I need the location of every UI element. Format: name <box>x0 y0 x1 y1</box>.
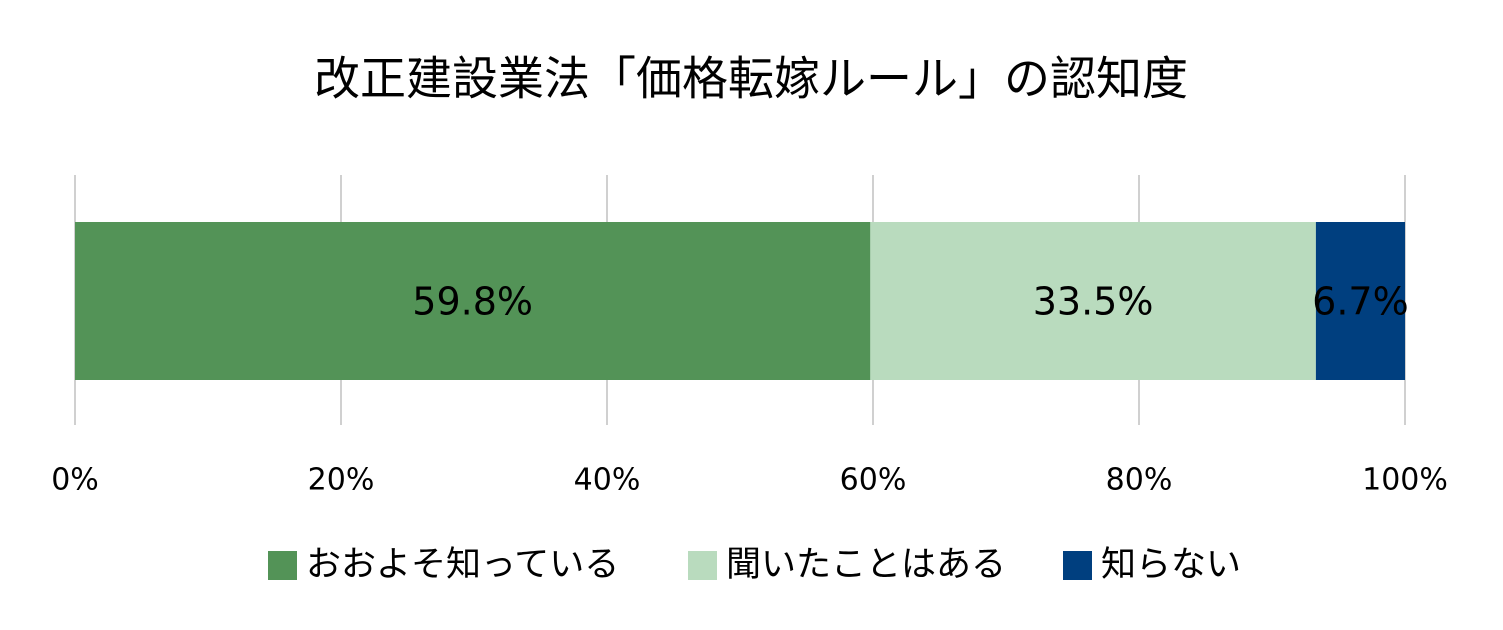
bar-segment <box>870 222 1316 380</box>
bar-segment <box>75 222 871 380</box>
chart-title: 改正建設業法「価格転嫁ルール」の認知度 <box>314 52 1188 106</box>
legend-swatch <box>688 551 717 580</box>
x-tick-label: 20% <box>308 463 375 498</box>
legend-label: 聞いたことはある <box>726 545 1006 585</box>
legend-swatch <box>268 551 297 580</box>
data-label: 33.5% <box>1033 280 1154 324</box>
data-label: 6.7% <box>1312 280 1409 324</box>
x-tick-label: 100% <box>1362 463 1448 498</box>
data-label: 59.8% <box>412 280 533 324</box>
x-tick-label: 0% <box>51 463 99 498</box>
bar-segment <box>1315 222 1405 380</box>
x-tick-label: 60% <box>840 463 907 498</box>
legend-label: 知らない <box>1101 545 1241 585</box>
x-tick-label: 80% <box>1106 463 1173 498</box>
legend-swatch <box>1063 551 1092 580</box>
x-tick-label: 40% <box>574 463 641 498</box>
legend-label: おおよそ知っている <box>306 545 619 585</box>
